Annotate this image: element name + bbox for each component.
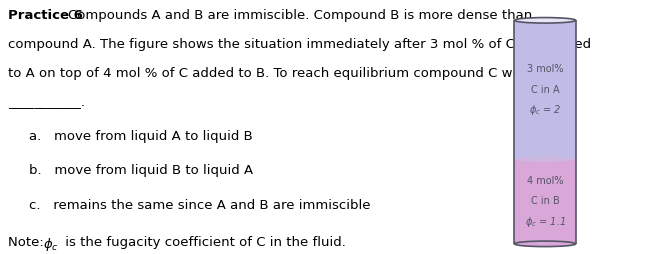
Bar <box>515 159 576 244</box>
Text: C in B: C in B <box>531 196 559 206</box>
Text: 3 mol%: 3 mol% <box>527 64 563 74</box>
Text: Practice 6: Practice 6 <box>8 9 83 22</box>
Text: b.   move from liquid B to liquid A: b. move from liquid B to liquid A <box>29 164 253 177</box>
Text: to A on top of 4 mol % of C added to B. To reach equilibrium compound C will: to A on top of 4 mol % of C added to B. … <box>8 67 524 80</box>
Text: Note:: Note: <box>8 235 48 248</box>
Text: c.   remains the same since A and B are immiscible: c. remains the same since A and B are im… <box>29 199 370 212</box>
Text: compound A. The figure shows the situation immediately after 3 mol % of C was ad: compound A. The figure shows the situati… <box>8 38 591 51</box>
Text: Compounds A and B are immiscible. Compound B is more dense than: Compounds A and B are immiscible. Compou… <box>68 9 533 22</box>
Text: C in A: C in A <box>531 85 559 94</box>
Text: a.   move from liquid A to liquid B: a. move from liquid A to liquid B <box>29 130 253 143</box>
Text: ___________.: ___________. <box>8 97 84 109</box>
Ellipse shape <box>514 18 576 23</box>
Ellipse shape <box>514 241 576 247</box>
Ellipse shape <box>514 156 576 162</box>
Text: is the fugacity coefficient of C in the fluid.: is the fugacity coefficient of C in the … <box>61 235 346 248</box>
Text: $\phi_c$: $\phi_c$ <box>43 235 58 252</box>
Text: $\phi_c$ = 2: $\phi_c$ = 2 <box>529 103 561 117</box>
Text: $\phi_c$ = 1.1: $\phi_c$ = 1.1 <box>524 215 566 229</box>
Bar <box>515 20 576 159</box>
Text: 4 mol%: 4 mol% <box>527 176 563 186</box>
